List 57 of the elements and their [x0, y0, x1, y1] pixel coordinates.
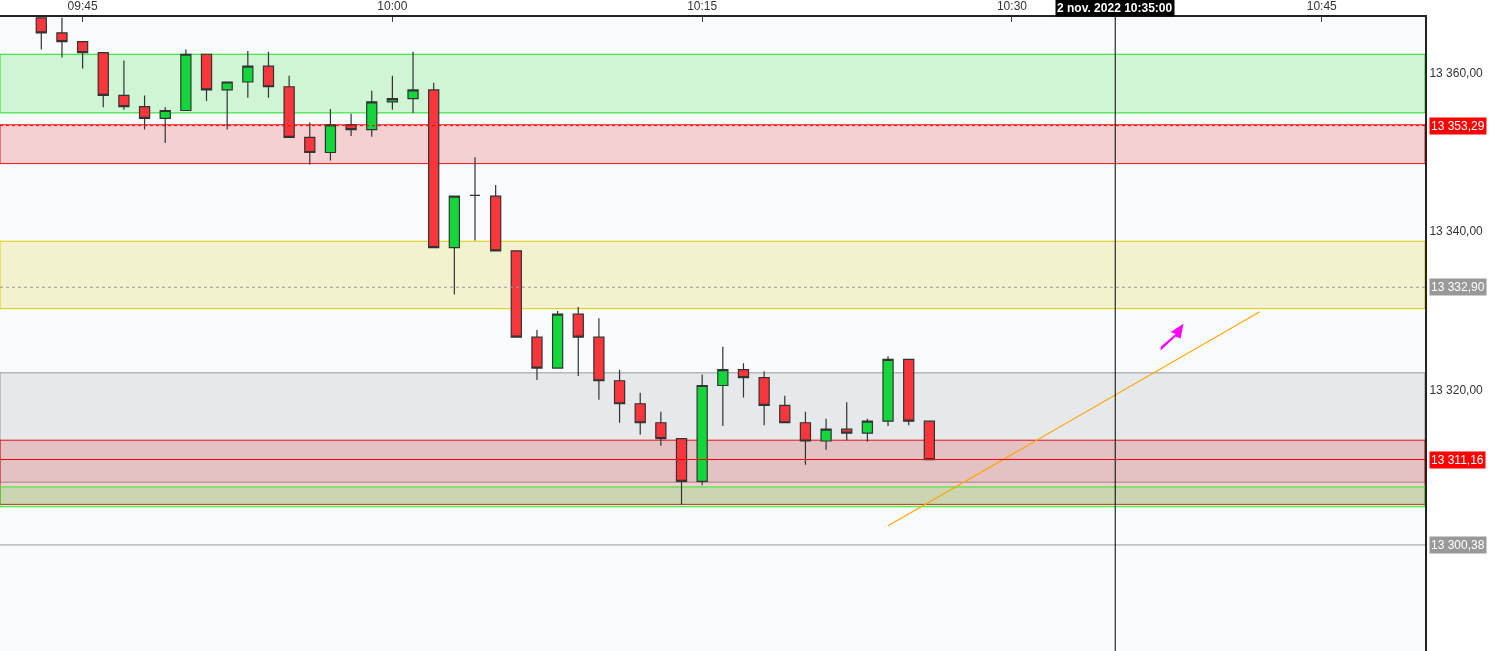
ref-line-label: 13 311,16	[1431, 453, 1484, 467]
candlestick	[510, 250, 522, 338]
candlestick	[634, 392, 646, 436]
x-tick-label: 10:45	[1306, 0, 1338, 14]
candlestick	[76, 40, 89, 70]
candlestick	[283, 75, 295, 139]
candlestick	[779, 395, 791, 424]
candlestick	[613, 369, 626, 424]
candlestick	[56, 17, 68, 59]
candlestick	[903, 358, 915, 426]
candlestick	[841, 401, 853, 441]
candlestick	[366, 90, 378, 138]
x-tick-label: 09:45	[67, 0, 98, 14]
candlestick	[180, 48, 192, 112]
candlestick	[118, 59, 130, 111]
ref-line-label: 13 332,90	[1431, 280, 1485, 294]
candlestick	[159, 106, 171, 144]
candlestick	[200, 53, 213, 102]
candlestick	[469, 156, 481, 242]
candlestick	[655, 411, 667, 447]
candlestick	[407, 51, 419, 114]
candlestick	[324, 108, 337, 162]
candlestick	[242, 50, 254, 99]
ref-line-label: 2 nov. 2022 10:35:00	[1057, 1, 1173, 15]
x-tick-label: 10:15	[687, 0, 718, 14]
candlestick	[221, 81, 233, 131]
candlestick	[593, 317, 605, 401]
y-tick-label: 13 360,00	[1429, 65, 1484, 80]
candlestick	[758, 370, 770, 426]
candlestick	[97, 52, 109, 108]
candlestick	[551, 310, 564, 369]
candlestick	[448, 195, 461, 295]
candlestick	[428, 82, 440, 249]
candlestick	[799, 411, 812, 466]
x-tick-label: 10:00	[377, 0, 408, 14]
candlestick	[737, 362, 750, 398]
candlestick	[262, 51, 275, 99]
candlestick	[386, 75, 399, 111]
ref-line-label: 13 300,38	[1431, 538, 1485, 552]
candlestick	[345, 113, 357, 137]
candlestick	[675, 438, 688, 505]
ref-line-label: 13 353,29	[1431, 119, 1485, 133]
candlestick	[489, 184, 502, 252]
candlestick	[531, 329, 543, 381]
x-tick-label: 10:30	[996, 0, 1028, 14]
candlestick	[696, 373, 708, 486]
candlestick	[138, 94, 151, 131]
candlestick	[923, 420, 936, 461]
candlestick	[572, 306, 584, 377]
candlestick	[820, 418, 832, 451]
candlestick	[882, 355, 894, 427]
y-tick-label: 13 340,00	[1429, 224, 1484, 239]
candlestick	[304, 121, 316, 165]
candlestick	[861, 418, 874, 443]
candlestick	[35, 17, 47, 51]
y-tick-label: 13 320,00	[1429, 382, 1484, 397]
candlestick	[717, 346, 729, 427]
